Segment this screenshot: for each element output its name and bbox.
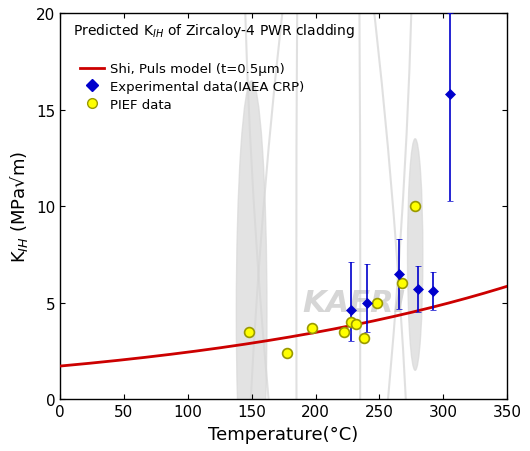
Y-axis label: K$_{IH}$ (MPa√m): K$_{IH}$ (MPa√m) xyxy=(8,151,30,263)
Point xyxy=(360,334,368,341)
Point xyxy=(339,328,348,336)
Point xyxy=(283,350,292,357)
Point xyxy=(245,328,253,336)
Circle shape xyxy=(408,139,423,370)
Point xyxy=(411,203,419,211)
Point xyxy=(347,319,356,326)
Point xyxy=(352,321,360,328)
X-axis label: Temperature(°C): Temperature(°C) xyxy=(208,425,359,443)
Text: KAERI: KAERI xyxy=(302,289,405,318)
Point xyxy=(373,299,381,307)
Legend: Shi, Puls model (t=0.5μm), Experimental data(IAEA CRP), PIEF data: Shi, Puls model (t=0.5μm), Experimental … xyxy=(80,63,305,111)
Circle shape xyxy=(236,82,267,451)
Point xyxy=(398,280,407,287)
Text: Predicted K$_{IH}$ of Zircaloy-4 PWR cladding: Predicted K$_{IH}$ of Zircaloy-4 PWR cla… xyxy=(74,22,356,40)
Point xyxy=(307,325,316,332)
